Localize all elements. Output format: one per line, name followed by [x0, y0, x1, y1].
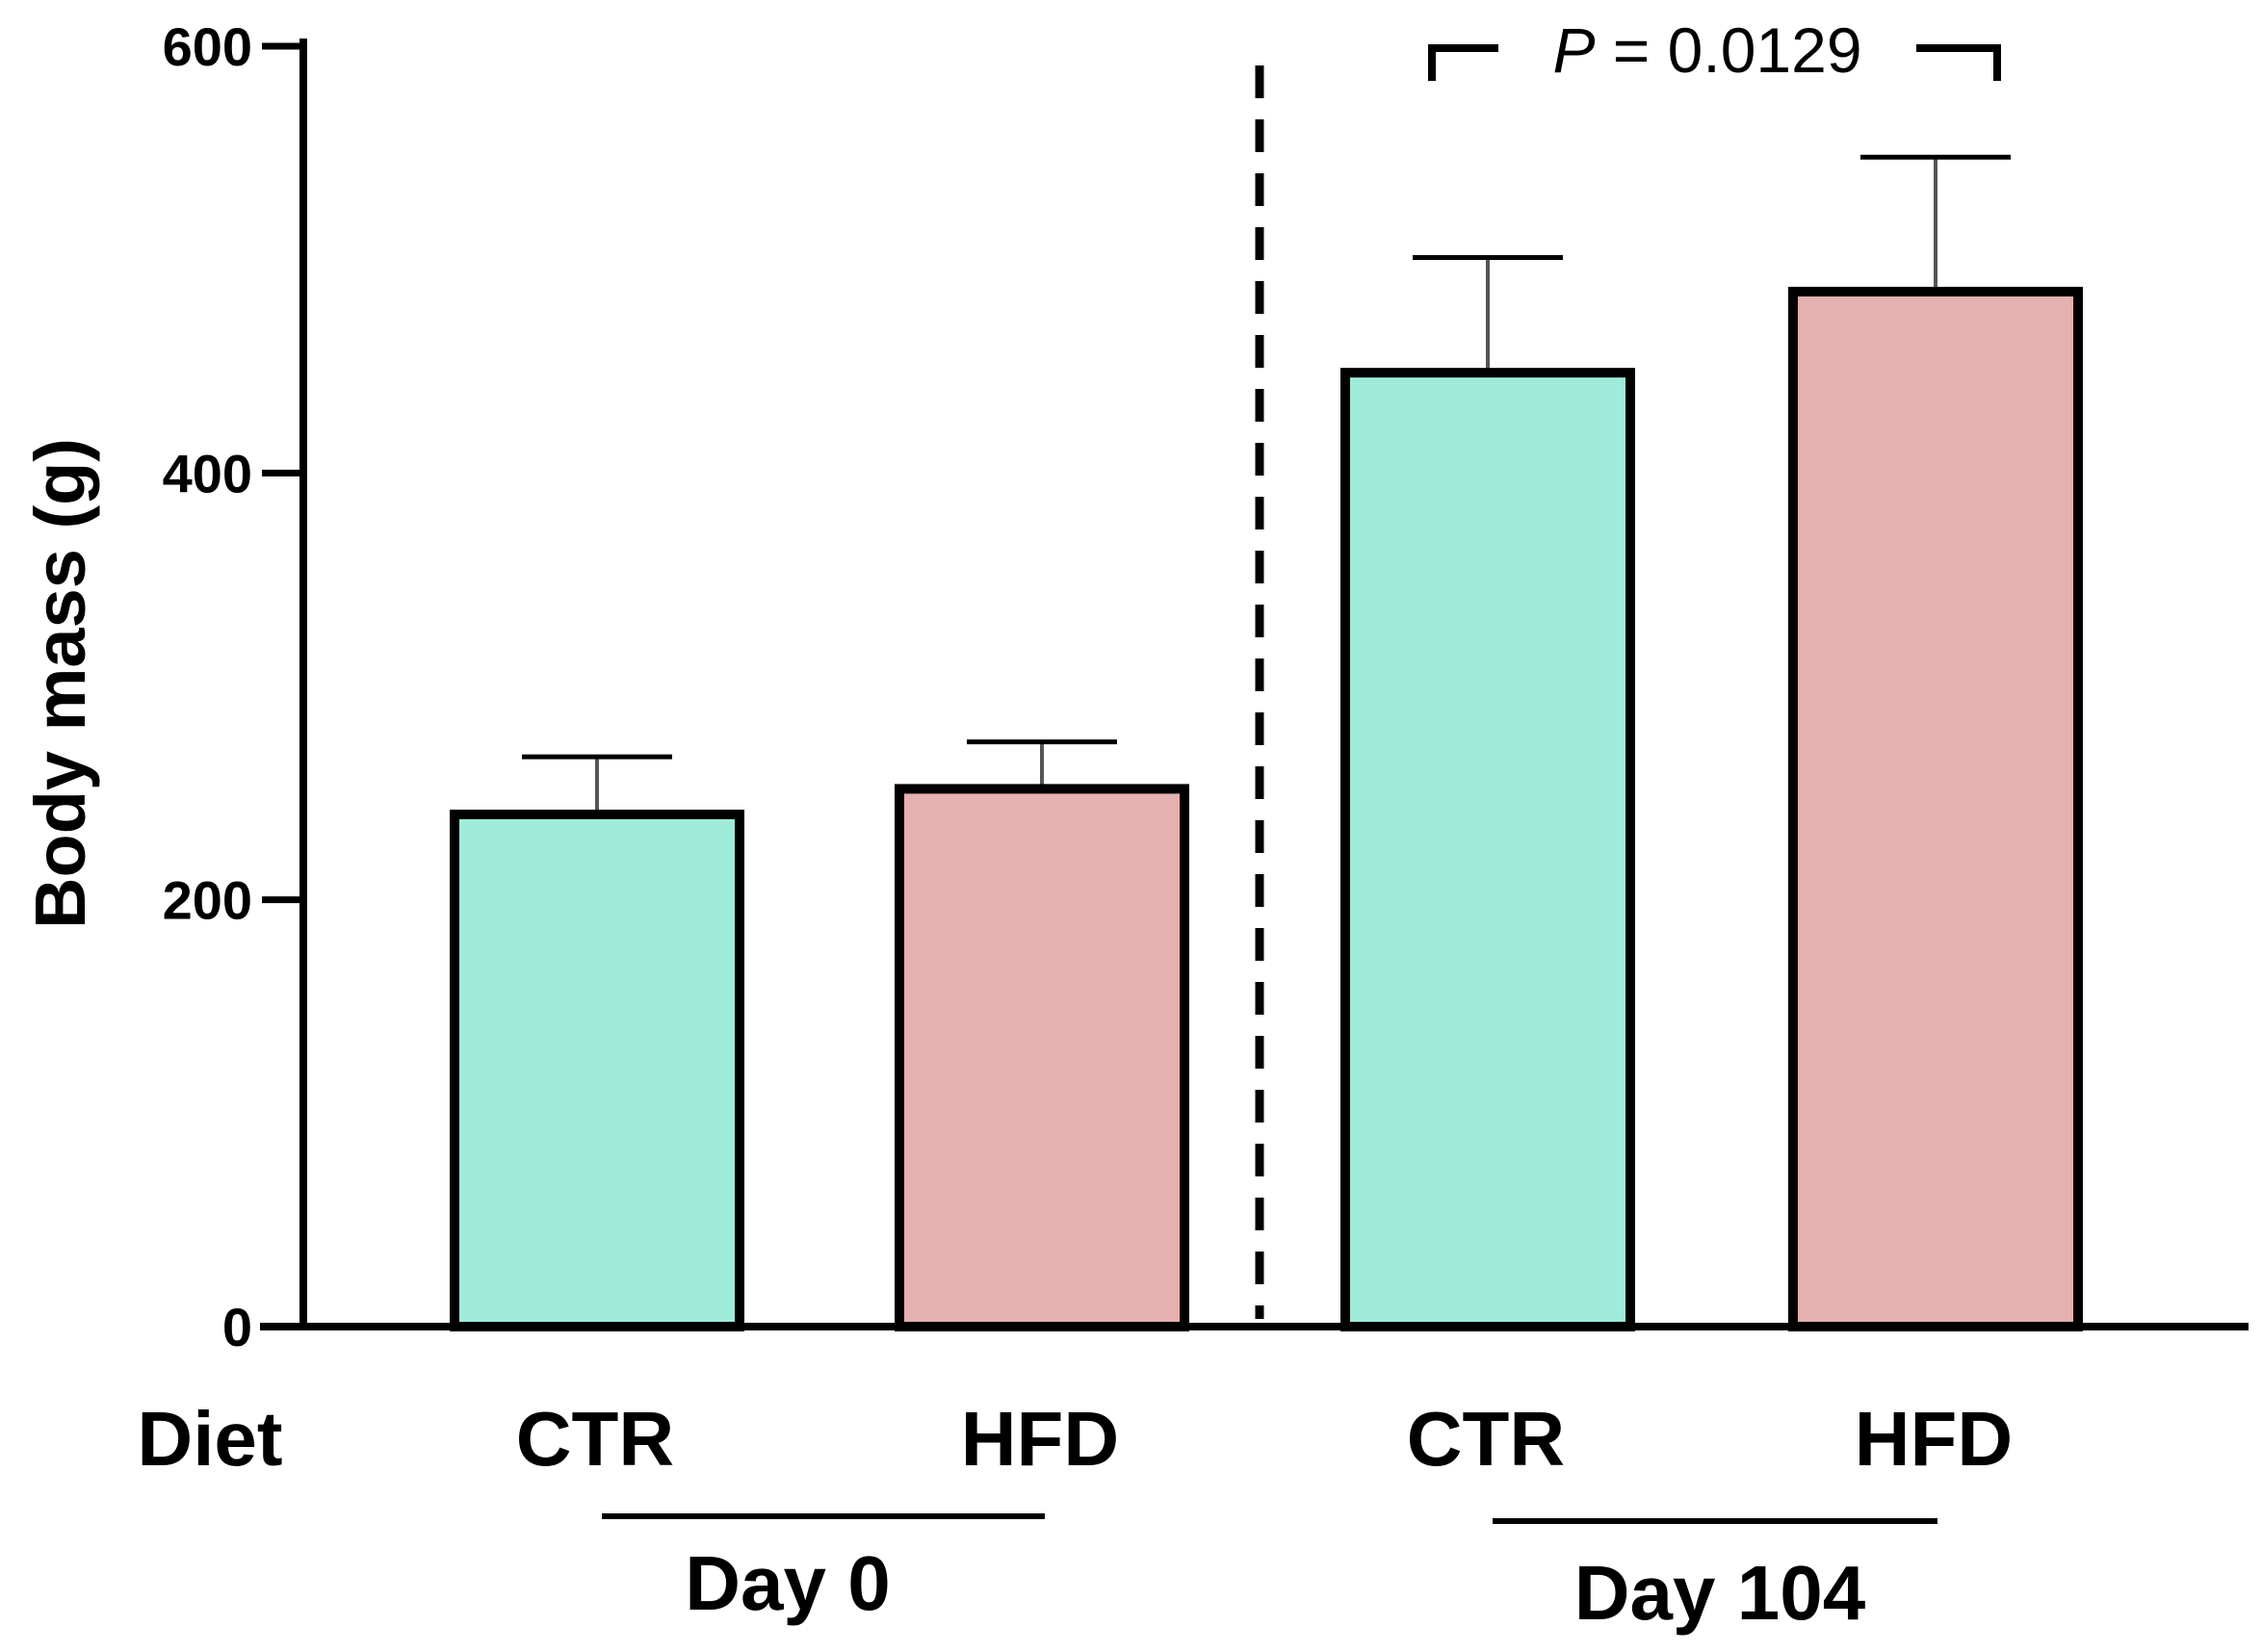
p-value-label: P = 0.0129	[1552, 14, 1861, 86]
bar-day0-hfd	[895, 784, 1189, 1331]
category-label-3: HFD	[1855, 1396, 2013, 1482]
group-label-day104: Day 104	[1574, 1550, 1866, 1636]
y-axis-ticks: 0 200 400 600	[163, 16, 303, 1357]
category-label-1: HFD	[961, 1396, 1119, 1482]
y-tick-label-400: 400	[163, 443, 252, 503]
group-label-day0: Day 0	[685, 1540, 890, 1626]
y-tick-label-600: 600	[163, 16, 252, 77]
bracket-left	[1428, 44, 1498, 81]
significance-bracket: P = 0.0129	[1428, 14, 2001, 86]
diet-row-label: Diet	[137, 1396, 282, 1482]
category-label-2: CTR	[1407, 1396, 1565, 1482]
p-value-text: = 0.0129	[1595, 14, 1861, 86]
category-labels: CTR HFD CTR HFD	[516, 1396, 2013, 1482]
p-symbol: P	[1552, 14, 1595, 86]
bar-day0-ctr	[450, 810, 744, 1331]
bar-day104-hfd	[1788, 286, 2083, 1332]
bracket-right	[1916, 44, 2001, 81]
y-tick-label-0: 0	[222, 1297, 252, 1357]
bar-day104-ctr	[1340, 368, 1635, 1331]
category-label-0: CTR	[516, 1396, 674, 1482]
y-axis-title: Body mass (g)	[20, 438, 100, 929]
y-tick-label-200: 200	[163, 870, 252, 931]
bars	[450, 154, 2083, 1332]
